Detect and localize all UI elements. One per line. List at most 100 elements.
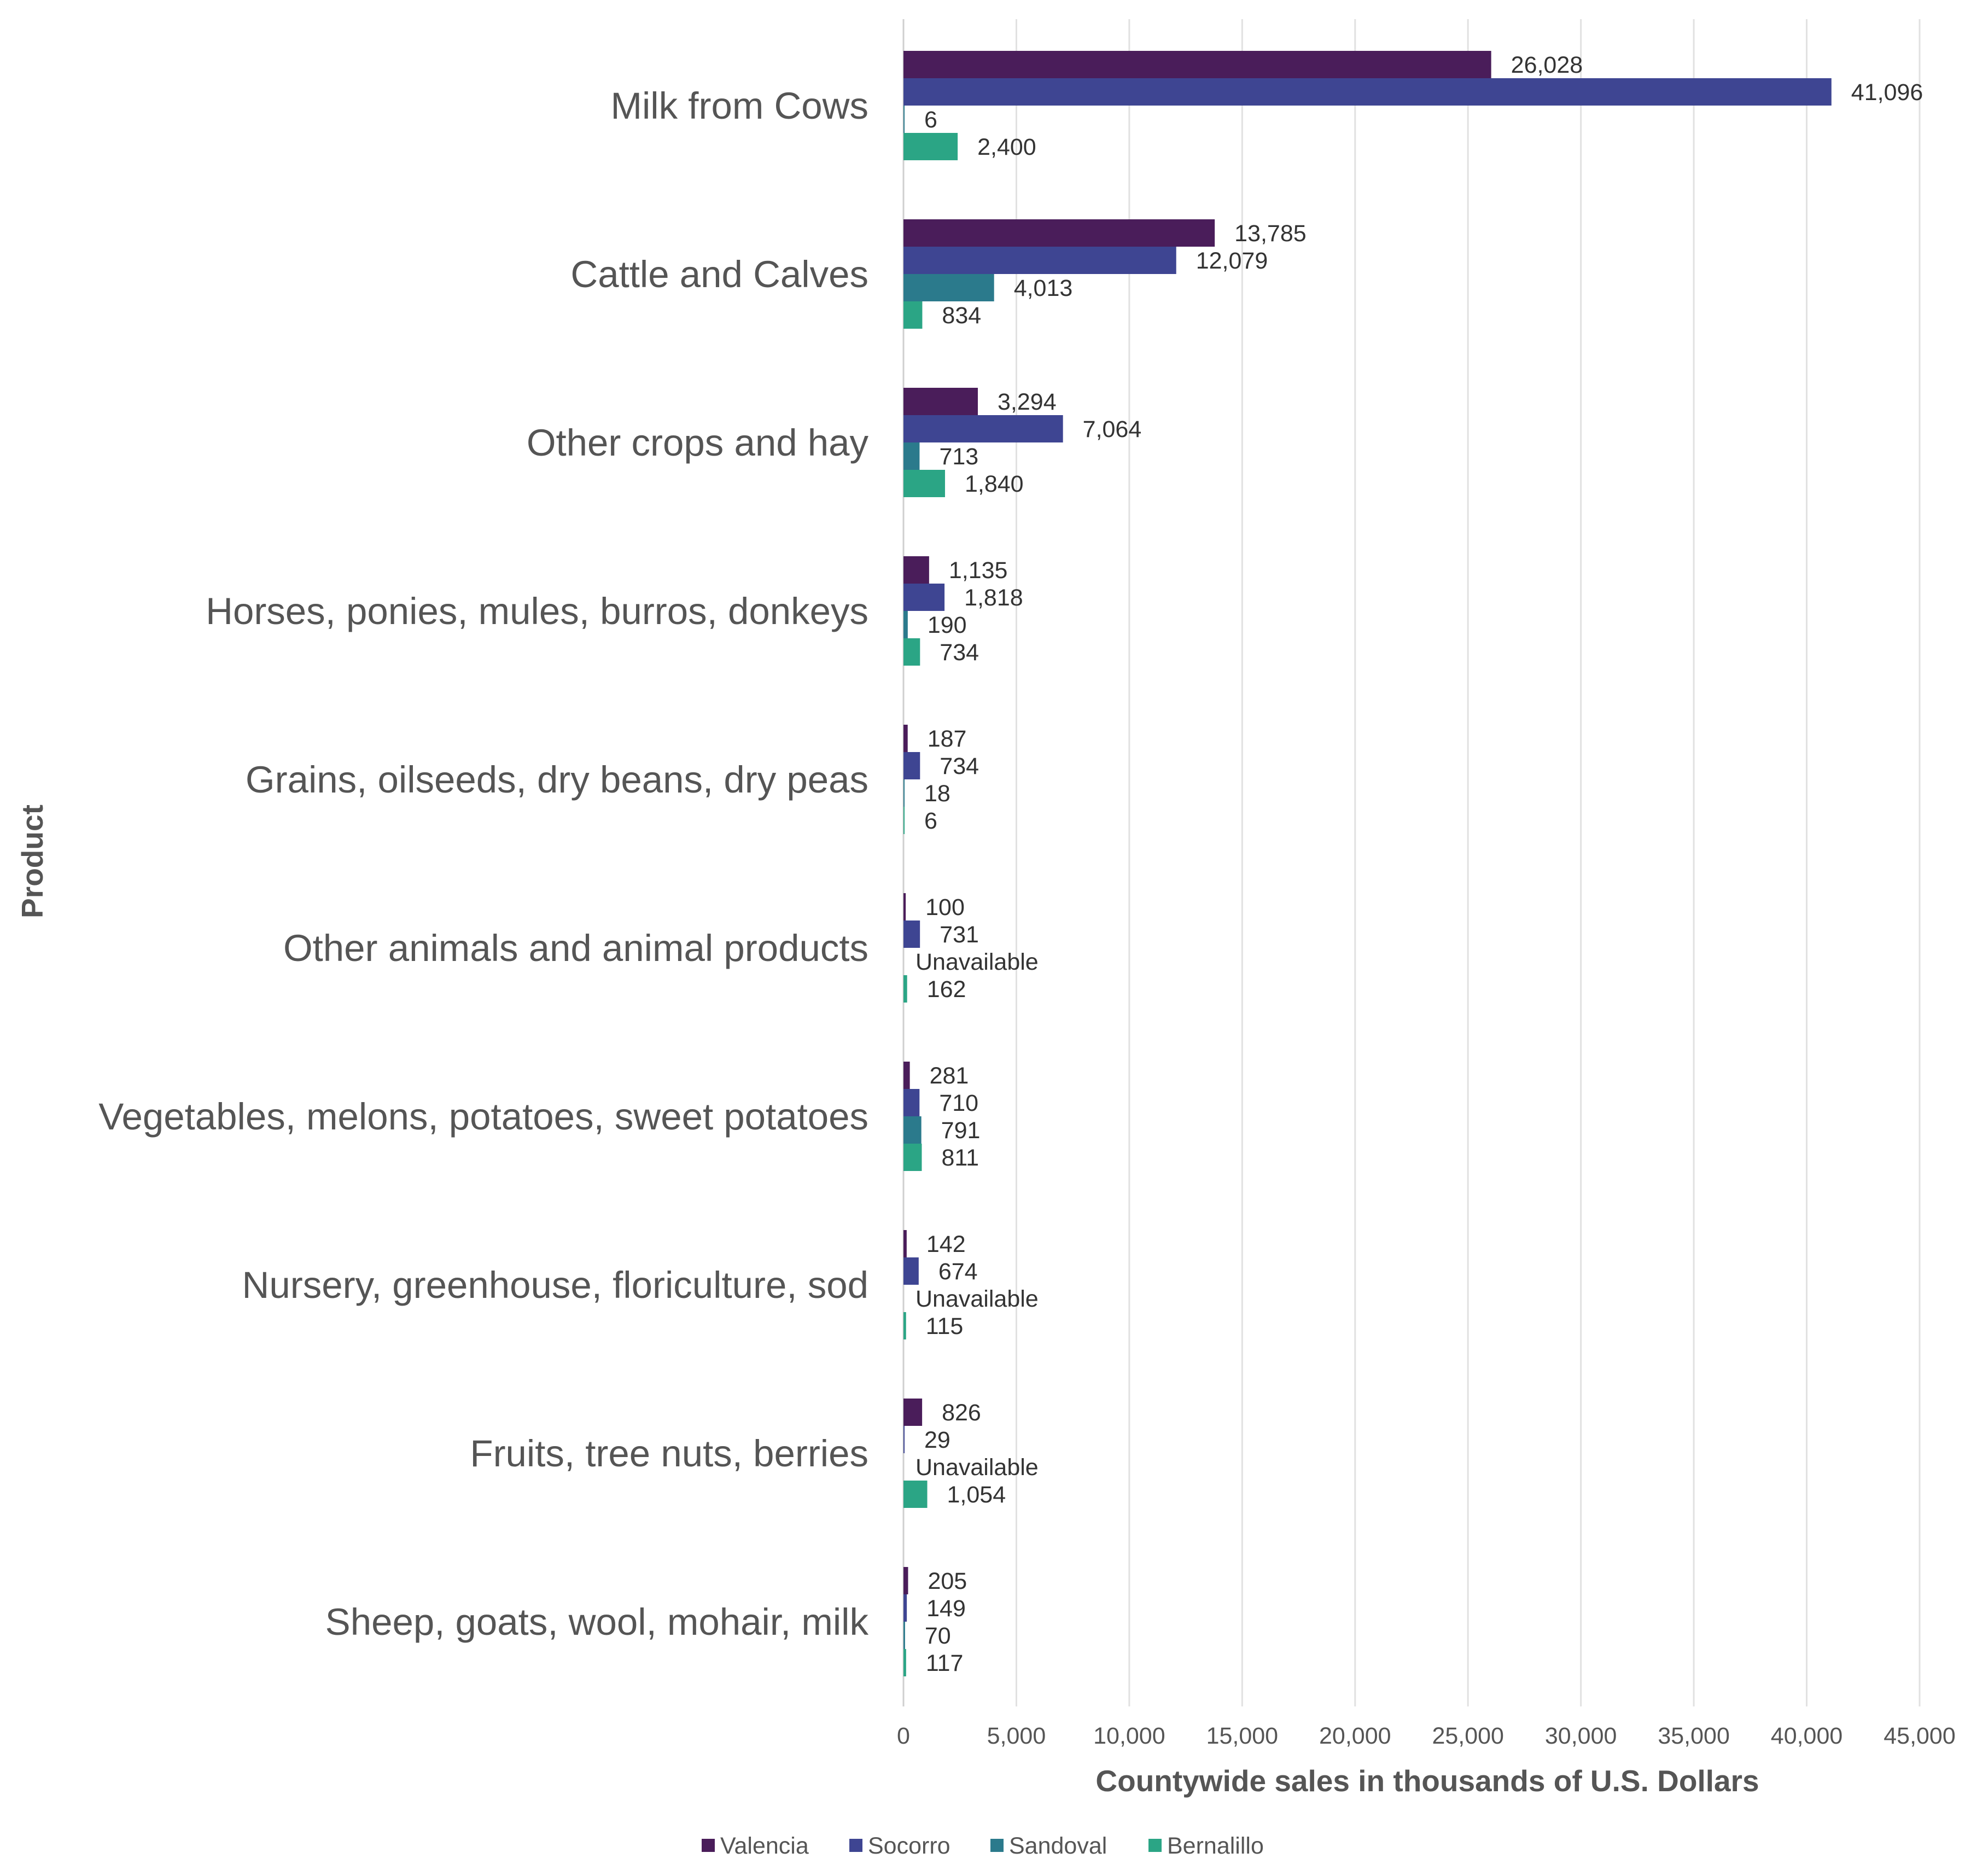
bar-bernalillo-cattle-and-calves: [903, 301, 923, 329]
bar-socorro-milk-from-cows: [903, 78, 1832, 106]
x-tick-label: 10,000: [1093, 1723, 1165, 1749]
bar-bernalillo-fruits-tree-nuts-berries: [903, 1481, 928, 1508]
data-label-bernalillo-vegetables-melons-potatoes-sweet-potatoes: 811: [941, 1145, 979, 1171]
data-label-bernalillo-other-animals-and-animal-products: 162: [927, 976, 966, 1003]
bar-bernalillo-other-crops-and-hay: [903, 470, 945, 497]
data-label-sandoval-milk-from-cows: 6: [924, 107, 937, 133]
category-label-grains-oilseeds-dry-beans-dry-peas: Grains, oilseeds, dry beans, dry peas: [246, 759, 868, 801]
data-label-valencia-other-crops-and-hay: 3,294: [998, 389, 1057, 415]
bar-bernalillo-other-animals-and-animal-products: [903, 975, 907, 1003]
bar-socorro-nursery-greenhouse-floriculture-sod: [903, 1257, 919, 1285]
data-label-valencia-vegetables-melons-potatoes-sweet-potatoes: 281: [930, 1063, 969, 1089]
data-label-socorro-other-animals-and-animal-products: 731: [940, 922, 979, 948]
category-label-sheep-goats-wool-mohair-milk: Sheep, goats, wool, mohair, milk: [325, 1601, 869, 1643]
data-label-bernalillo-grains-oilseeds-dry-beans-dry-peas: 6: [924, 808, 937, 834]
data-label-sandoval-vegetables-melons-potatoes-sweet-potatoes: 791: [941, 1117, 981, 1144]
bar-valencia-cattle-and-calves: [903, 219, 1215, 247]
category-label-nursery-greenhouse-floriculture-sod: Nursery, greenhouse, floriculture, sod: [242, 1264, 868, 1306]
data-label-sandoval-other-crops-and-hay: 713: [939, 444, 978, 470]
bar-bernalillo-milk-from-cows: [903, 133, 958, 160]
data-label-bernalillo-fruits-tree-nuts-berries: 1,054: [947, 1482, 1006, 1508]
data-label-socorro-sheep-goats-wool-mohair-milk: 149: [926, 1595, 966, 1622]
data-label-socorro-fruits-tree-nuts-berries: 29: [924, 1427, 950, 1453]
bar-valencia-vegetables-melons-potatoes-sweet-potatoes: [903, 1062, 910, 1089]
category-label-cattle-and-calves: Cattle and Calves: [570, 253, 868, 295]
data-label-bernalillo-other-crops-and-hay: 1,840: [965, 471, 1024, 497]
bar-valencia-fruits-tree-nuts-berries: [903, 1399, 923, 1426]
data-label-bernalillo-cattle-and-calves: 834: [942, 302, 981, 329]
x-tick-label: 30,000: [1545, 1723, 1617, 1749]
data-label-sandoval-nursery-greenhouse-floriculture-sod: Unavailable: [915, 1286, 1039, 1312]
data-label-valencia-grains-oilseeds-dry-beans-dry-peas: 187: [928, 726, 967, 752]
bar-socorro-grains-oilseeds-dry-beans-dry-peas: [903, 752, 920, 779]
bar-valencia-nursery-greenhouse-floriculture-sod: [903, 1230, 907, 1257]
bar-bernalillo-vegetables-melons-potatoes-sweet-potatoes: [903, 1144, 922, 1171]
legend-item-socorro: Socorro: [849, 1833, 950, 1859]
data-label-sandoval-cattle-and-calves: 4,013: [1014, 275, 1073, 301]
data-label-sandoval-sheep-goats-wool-mohair-milk: 70: [925, 1623, 951, 1649]
x-tick-label: 25,000: [1432, 1723, 1504, 1749]
x-tick-label: 35,000: [1658, 1723, 1730, 1749]
bar-bernalillo-sheep-goats-wool-mohair-milk: [903, 1649, 906, 1676]
legend-label: Valencia: [720, 1833, 809, 1859]
bar-socorro-vegetables-melons-potatoes-sweet-potatoes: [903, 1089, 920, 1116]
bar-bernalillo-horses-ponies-mules-burros-donkeys: [903, 638, 920, 666]
category-labels: Milk from Cows Cattle and Calves Other cro…: [98, 85, 868, 1643]
bar-sandoval-sheep-goats-wool-mohair-milk: [903, 1622, 905, 1649]
legend-swatch: [702, 1839, 715, 1852]
legend-swatch: [849, 1839, 862, 1852]
legend-item-sandoval: Sandoval: [990, 1833, 1107, 1859]
category-label-milk-from-cows: Milk from Cows: [610, 85, 868, 127]
x-tick-label: 45,000: [1883, 1723, 1956, 1749]
bar-bernalillo-grains-oilseeds-dry-beans-dry-peas: [903, 807, 905, 834]
category-label-other-crops-and-hay: Other crops and hay: [527, 422, 869, 464]
data-label-valencia-milk-from-cows: 26,028: [1511, 52, 1583, 78]
data-label-sandoval-horses-ponies-mules-burros-donkeys: 190: [928, 612, 967, 638]
data-label-bernalillo-nursery-greenhouse-floriculture-sod: 115: [926, 1313, 964, 1339]
bar-socorro-other-animals-and-animal-products: [903, 920, 920, 948]
category-label-horses-ponies-mules-burros-donkeys: Horses, ponies, mules, burros, donkeys: [206, 590, 868, 632]
x-tick-label: 40,000: [1771, 1723, 1843, 1749]
data-label-socorro-nursery-greenhouse-floriculture-sod: 674: [938, 1259, 978, 1285]
bar-sandoval-other-crops-and-hay: [903, 442, 920, 470]
bar-sandoval-horses-ponies-mules-burros-donkeys: [903, 611, 908, 638]
data-label-bernalillo-sheep-goats-wool-mohair-milk: 117: [926, 1650, 964, 1676]
bar-sandoval-milk-from-cows: [903, 106, 905, 133]
bar-valencia-sheep-goats-wool-mohair-milk: [903, 1567, 908, 1594]
data-label-valencia-sheep-goats-wool-mohair-milk: 205: [928, 1568, 967, 1594]
bar-socorro-fruits-tree-nuts-berries: [903, 1426, 905, 1453]
data-label-sandoval-other-animals-and-animal-products: Unavailable: [915, 949, 1039, 975]
x-axis-title: Countywide sales in thousands of U.S. Do…: [1095, 1764, 1759, 1798]
category-label-other-animals-and-animal-products: Other animals and animal products: [283, 927, 868, 969]
data-label-socorro-cattle-and-calves: 12,079: [1196, 248, 1268, 274]
y-axis-title: Product: [15, 805, 49, 918]
bars: [903, 51, 1832, 1676]
bar-valencia-milk-from-cows: [903, 51, 1491, 78]
data-label-valencia-horses-ponies-mules-burros-donkeys: 1,135: [949, 557, 1008, 584]
data-labels: 26,028 13,785 3,294 1,135 187 100 281 142 826 205…: [915, 52, 1923, 1676]
legend-item-bernalillo: Bernalillo: [1148, 1833, 1264, 1859]
x-tick-label: 15,000: [1206, 1723, 1279, 1749]
data-label-bernalillo-horses-ponies-mules-burros-donkeys: 734: [940, 639, 979, 666]
legend-item-valencia: Valencia: [702, 1833, 809, 1859]
bar-socorro-sheep-goats-wool-mohair-milk: [903, 1594, 907, 1622]
bar-valencia-other-animals-and-animal-products: [903, 893, 906, 920]
data-label-valencia-nursery-greenhouse-floriculture-sod: 142: [926, 1231, 966, 1257]
data-label-sandoval-fruits-tree-nuts-berries: Unavailable: [915, 1454, 1039, 1481]
legend-swatch: [990, 1839, 1004, 1852]
data-label-socorro-horses-ponies-mules-burros-donkeys: 1,818: [964, 585, 1023, 611]
x-axis-ticks: 0 5,000 10,000 15,000 20,000 25,000 30,000 35,0…: [897, 1723, 1956, 1749]
data-label-sandoval-grains-oilseeds-dry-beans-dry-peas: 18: [924, 780, 950, 807]
bar-valencia-grains-oilseeds-dry-beans-dry-peas: [903, 725, 908, 752]
data-label-valencia-fruits-tree-nuts-berries: 826: [942, 1400, 981, 1426]
x-tick-label: 20,000: [1319, 1723, 1391, 1749]
legend-label: Bernalillo: [1167, 1833, 1264, 1859]
gridlines: [902, 19, 1921, 1706]
category-label-fruits-tree-nuts-berries: Fruits, tree nuts, berries: [470, 1432, 868, 1475]
data-label-socorro-vegetables-melons-potatoes-sweet-potatoes: 710: [939, 1090, 978, 1116]
category-label-vegetables-melons-potatoes-sweet-potatoes: Vegetables, melons, potatoes, sweet pota…: [98, 1096, 868, 1138]
legend: Valencia Socorro Sandoval Bernalillo: [702, 1833, 1264, 1859]
legend-swatch: [1148, 1839, 1162, 1852]
